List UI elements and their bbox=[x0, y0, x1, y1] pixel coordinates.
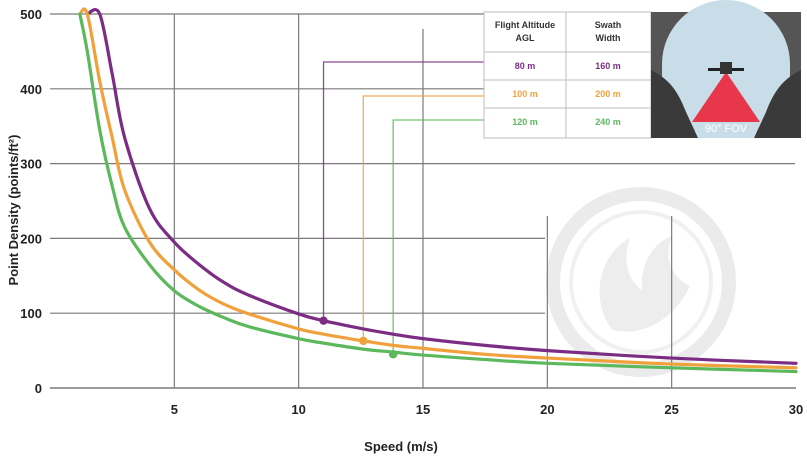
altitude-swath-table: Flight Altitude AGL Swath Width 80 m 160… bbox=[483, 11, 652, 139]
x-tick-label: 20 bbox=[540, 402, 554, 417]
table-header-altitude-line1: Flight Altitude bbox=[495, 20, 555, 30]
table-cell-swath: 200 m bbox=[595, 89, 621, 99]
x-tick-label: 25 bbox=[664, 402, 678, 417]
y-axis-title: Point Density (points/ft²) bbox=[6, 135, 21, 286]
series-marker bbox=[388, 350, 398, 359]
y-tick-label: 100 bbox=[20, 306, 42, 321]
y-tick-label: 200 bbox=[20, 231, 42, 246]
series-line-80m bbox=[85, 8, 798, 365]
series-marker bbox=[319, 316, 328, 325]
table-cell-altitude: 100 m bbox=[512, 89, 538, 99]
leader-line bbox=[322, 61, 484, 321]
series-marker bbox=[359, 336, 368, 346]
y-tick-label: 0 bbox=[35, 381, 42, 396]
series-line-100m bbox=[78, 7, 798, 370]
fov-label: 90° FOV bbox=[705, 123, 748, 135]
x-tick-label: 10 bbox=[291, 402, 305, 417]
series-markers bbox=[319, 316, 398, 359]
table-header-swath-line2: Width bbox=[596, 33, 621, 43]
table-header-swath-line1: Swath bbox=[595, 20, 622, 30]
series-line-120m bbox=[78, 12, 798, 374]
x-tick-label: 15 bbox=[416, 402, 430, 417]
table-cell-swath: 160 m bbox=[595, 61, 621, 71]
y-tick-label: 500 bbox=[20, 7, 42, 22]
watermark-logo bbox=[546, 187, 736, 377]
y-tick-label: 300 bbox=[20, 157, 42, 172]
fov-illustration: 90° FOV bbox=[651, 0, 801, 138]
series-lines bbox=[78, 7, 798, 374]
x-tick-label: 5 bbox=[171, 402, 178, 417]
leader-line bbox=[392, 119, 484, 355]
table-cell-swath: 240 m bbox=[595, 117, 621, 127]
leader-lines bbox=[322, 61, 484, 355]
x-axis-title: Speed (m/s) bbox=[364, 439, 438, 454]
table-header-altitude-line2: AGL bbox=[516, 33, 536, 43]
x-tick-label: 30 bbox=[789, 402, 803, 417]
leader-line bbox=[362, 95, 484, 341]
y-tick-label: 400 bbox=[20, 82, 42, 97]
table-cell-altitude: 80 m bbox=[515, 61, 536, 71]
table-cell-altitude: 120 m bbox=[512, 117, 538, 127]
